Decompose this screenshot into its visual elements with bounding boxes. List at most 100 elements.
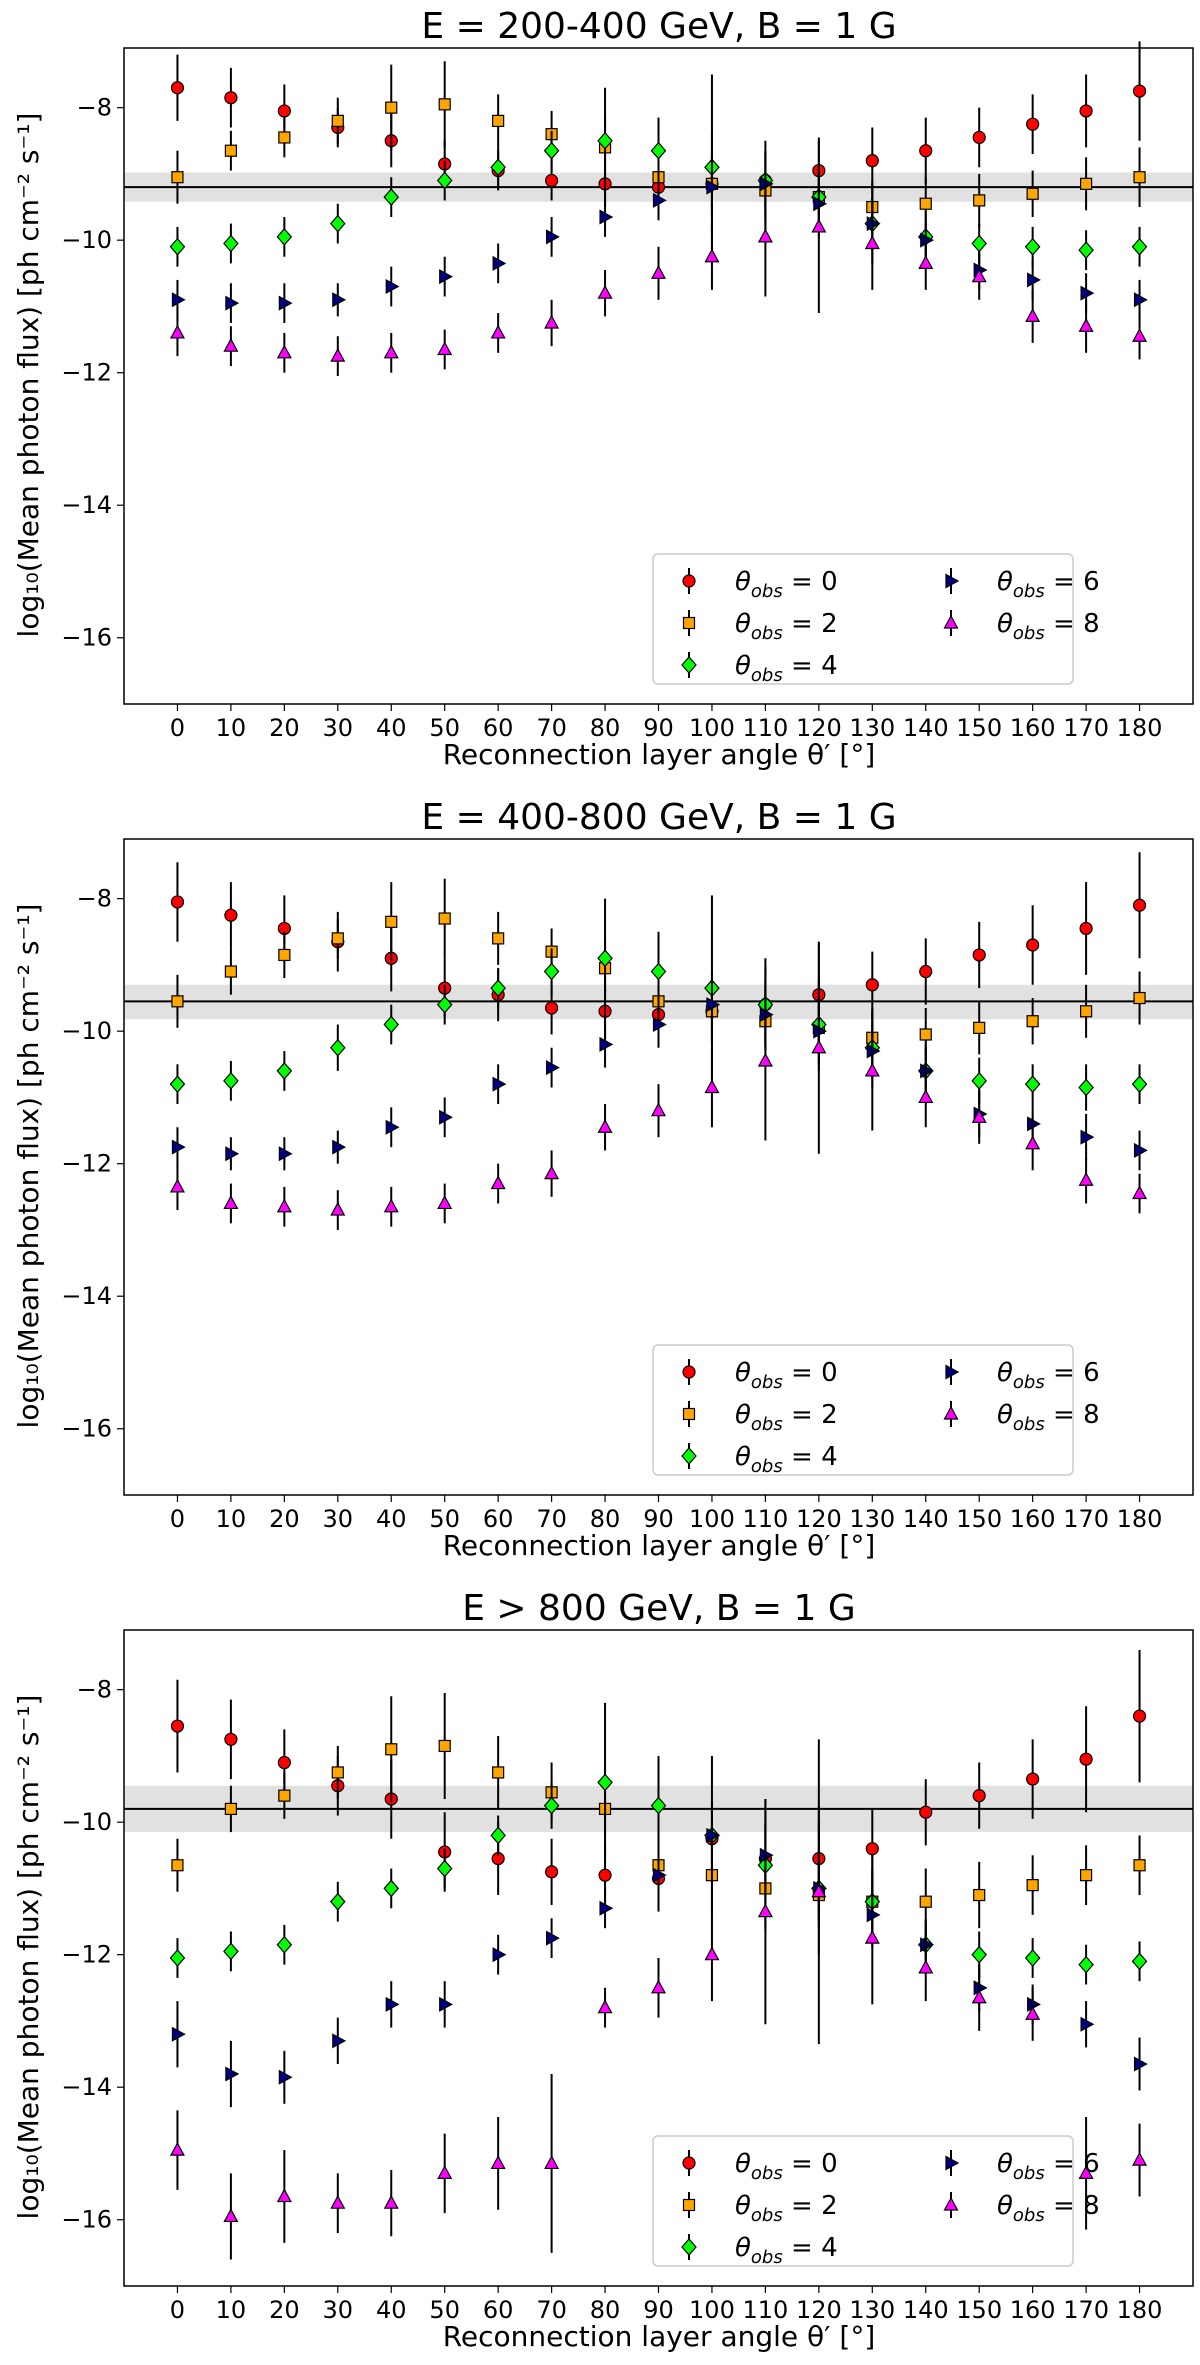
- x-tick-label: 120: [796, 714, 842, 742]
- data-point: [331, 1766, 344, 1779]
- y-tick-label: −10: [61, 226, 112, 254]
- legend-marker: [682, 1407, 696, 1421]
- data-point: [811, 1039, 827, 1054]
- legend-marker: [945, 573, 960, 589]
- data-point: [919, 964, 933, 979]
- data-point: [492, 1947, 507, 1963]
- legend-label-value: = 2: [783, 2191, 838, 2221]
- legend-label-symbol: θ: [997, 609, 1013, 639]
- data-point: [1026, 1879, 1039, 1892]
- legend-marker: [943, 2196, 959, 2211]
- y-tick-label: −16: [61, 2206, 112, 2234]
- data-point: [224, 144, 237, 157]
- data-point: [972, 1789, 986, 1803]
- data-point: [330, 1892, 346, 1911]
- data-point: [225, 2066, 240, 2082]
- data-point: [1080, 285, 1095, 301]
- data-point: [1133, 2056, 1148, 2072]
- x-tick-label: 60: [483, 1505, 514, 1533]
- legend-label-symbol: θ: [997, 2191, 1013, 2221]
- series-4: [169, 140, 1148, 376]
- data-point: [224, 1802, 237, 1816]
- x-tick-label: 170: [1063, 714, 1109, 742]
- legend-label-subscript: obs: [1013, 2205, 1045, 2226]
- data-point: [224, 965, 237, 978]
- data-point: [385, 915, 398, 928]
- data-point: [169, 237, 186, 256]
- legend-label-symbol: θ: [735, 1400, 751, 1430]
- legend-label-symbol: θ: [735, 2191, 751, 2221]
- data-point: [1026, 1772, 1040, 1786]
- data-point: [1024, 1075, 1041, 1094]
- x-tick-label: 40: [376, 1505, 407, 1533]
- data-point: [599, 1036, 614, 1052]
- y-tick-label: −16: [61, 1415, 112, 1443]
- data-point: [1133, 292, 1148, 308]
- y-tick-label: −14: [61, 491, 112, 519]
- legend-label-value: = 0: [783, 567, 838, 597]
- data-point: [436, 171, 453, 190]
- legend-label-subscript: obs: [751, 581, 783, 602]
- data-point: [918, 1959, 934, 1974]
- legend-label-value: = 8: [1045, 609, 1100, 639]
- data-point: [1131, 237, 1148, 256]
- data-point: [439, 1996, 453, 2012]
- data-point: [1079, 1752, 1093, 1766]
- y-axis-label: log₁₀(Mean photon flux) [ph cm⁻² s⁻¹]: [12, 1695, 45, 2220]
- x-tick-label: 90: [643, 1505, 674, 1533]
- data-point: [492, 114, 505, 127]
- data-point: [438, 98, 451, 111]
- x-tick-label: 80: [590, 714, 621, 742]
- data-point: [171, 995, 184, 1008]
- data-point: [971, 1945, 987, 1964]
- x-tick-label: 60: [483, 714, 514, 742]
- data-point: [652, 1867, 667, 1883]
- data-point: [439, 1109, 453, 1125]
- x-tick-label: 90: [643, 714, 674, 742]
- data-point: [169, 1075, 186, 1094]
- x-tick-label: 70: [536, 2296, 567, 2324]
- data-point: [706, 179, 721, 195]
- legend-label-subscript: obs: [1013, 1414, 1045, 1435]
- data-point: [330, 1038, 346, 1057]
- data-point: [278, 1146, 293, 1162]
- data-point: [170, 1719, 185, 1733]
- data-point: [919, 1028, 932, 1041]
- data-point: [1078, 318, 1094, 332]
- legend-label: θobs = 4: [735, 1442, 838, 1477]
- y-tick-label: −10: [61, 1017, 112, 1045]
- data-point: [278, 295, 293, 311]
- x-tick-label: 10: [216, 714, 247, 742]
- data-point: [544, 173, 559, 188]
- data-point: [1026, 938, 1040, 952]
- data-point: [276, 344, 292, 359]
- data-point: [383, 2194, 399, 2209]
- legend-label-value: = 4: [783, 2233, 838, 2263]
- data-point: [278, 1789, 291, 1802]
- x-tick-label: 10: [216, 1505, 247, 1533]
- data-point: [1080, 2016, 1095, 2032]
- data-point: [1132, 84, 1147, 98]
- data-point: [385, 1743, 398, 1756]
- data-point: [383, 1015, 400, 1034]
- data-point: [545, 229, 560, 245]
- series-2: [169, 895, 1148, 1111]
- data-point: [971, 1071, 987, 1090]
- data-point: [278, 2069, 293, 2085]
- legend-label-symbol: θ: [997, 1400, 1013, 1430]
- data-point: [1133, 1859, 1146, 1872]
- data-point: [545, 1930, 560, 1946]
- data-point: [332, 2033, 347, 2049]
- panel-3: E > 800 GeV, B = 1 G log₁₀(Mean photon f…: [12, 1588, 1194, 2353]
- data-point: [385, 1119, 400, 1135]
- data-point: [543, 141, 560, 160]
- data-point: [169, 1949, 186, 1967]
- legend-box: [652, 1344, 1074, 1476]
- series-4: [169, 941, 1148, 1230]
- data-point: [276, 227, 293, 246]
- legend-marker: [943, 1405, 959, 1420]
- data-point: [1026, 1015, 1039, 1028]
